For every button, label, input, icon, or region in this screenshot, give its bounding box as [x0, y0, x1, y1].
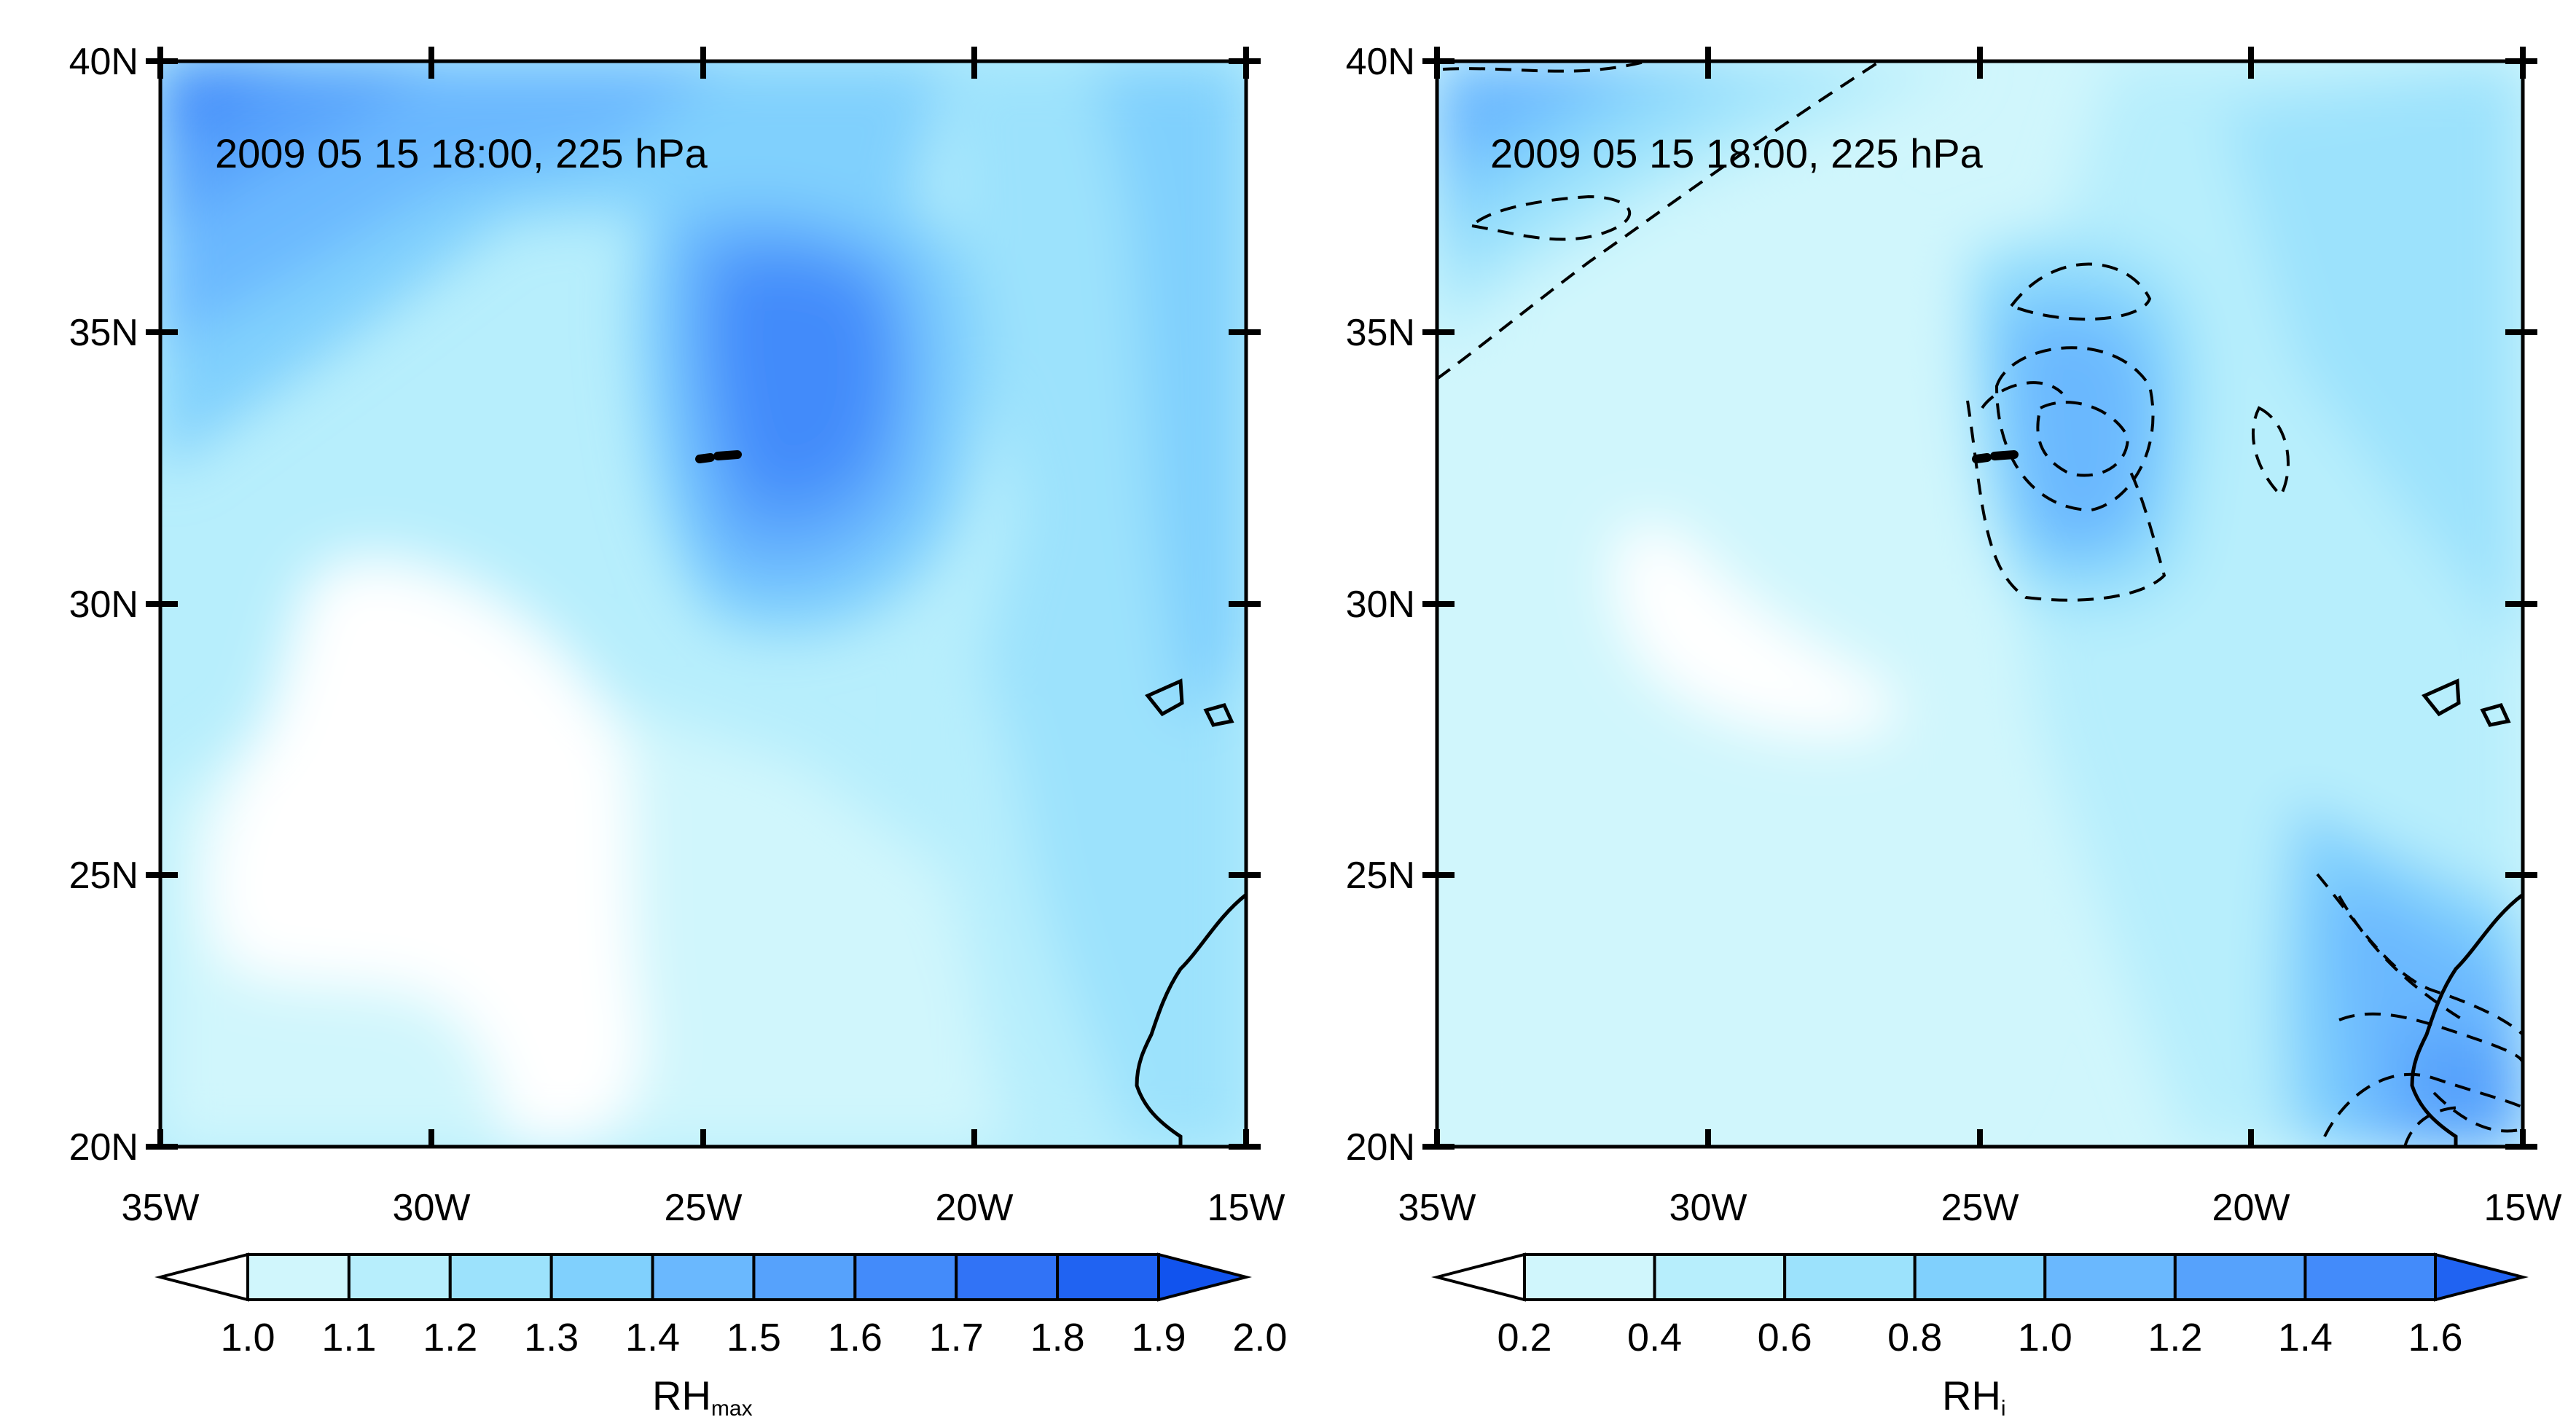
left-y-tick-label: 25N	[69, 855, 138, 897]
right-y-tick-label: 20N	[1346, 1126, 1415, 1169]
left-x-tick-label: 35W	[122, 1187, 200, 1229]
left-colorbar-low-triangle	[154, 1252, 249, 1302]
left-x-tick-label: 25W	[665, 1187, 743, 1229]
right-x-tick-label: 25W	[1941, 1187, 2019, 1229]
left-colorbar-box	[246, 1253, 351, 1301]
left-colorbar-box	[651, 1253, 756, 1301]
right-colorbar-label: 1.2	[2148, 1316, 2202, 1359]
left-colorbar: 1.0 1.1 1.2 1.3 1.4 1.5 1.6 1.7 1.8 1.9 2.0	[154, 1252, 1287, 1359]
left-colorbar-box	[1056, 1253, 1160, 1301]
left-colorbar-label: 1.0	[220, 1316, 275, 1359]
right-colorbar-box	[1523, 1253, 1656, 1301]
right-island-2	[2480, 703, 2511, 727]
left-coastline	[1135, 893, 1246, 1147]
left-x-tick-label: 20W	[936, 1187, 1014, 1229]
right-colorbar-label: 1.6	[2408, 1316, 2462, 1359]
left-y-tick-label: 20N	[69, 1126, 138, 1169]
right-colorbar-label: 1.4	[2278, 1316, 2333, 1359]
left-colorbar-title: RHmax	[652, 1373, 753, 1421]
right-x-tick-label: 35W	[1398, 1187, 1476, 1229]
left-colorbar-label: 1.4	[625, 1316, 680, 1359]
left-annotation: 2009 05 15 18:00, 225 hPa	[215, 130, 708, 176]
left-colorbar-label: 1.7	[929, 1316, 984, 1359]
left-colorbar-label: 1.1	[321, 1316, 376, 1359]
right-colorbar-high-triangle	[2434, 1252, 2529, 1302]
right-colorbar-box	[1783, 1253, 1917, 1301]
left-colorbar-label: 1.2	[423, 1316, 477, 1359]
left-y-tick-labels: 40N 35N 30N 25N 20N	[69, 41, 138, 1169]
left-colorbar-box	[752, 1253, 857, 1301]
right-colorbar-box	[2173, 1253, 2307, 1301]
right-y-tick-label: 30N	[1346, 584, 1415, 626]
right-dashed-contours	[1437, 61, 2523, 1147]
left-colorbar-label: 2.0	[1232, 1316, 1287, 1359]
right-annotation: 2009 05 15 18:00, 225 hPa	[1490, 130, 1984, 176]
left-island-2	[1203, 703, 1234, 727]
left-x-tick-labels: 35W 30W 25W 20W 15W	[122, 1187, 1285, 1229]
left-colorbar-label: 1.5	[727, 1316, 781, 1359]
right-colorbar-box	[2043, 1253, 2177, 1301]
right-colorbar-box	[1653, 1253, 1787, 1301]
left-colorbar-label: 1.6	[828, 1316, 882, 1359]
right-flight-track	[1972, 450, 2019, 463]
right-colorbar: 0.2 0.4 0.6 0.8 1.0 1.2 1.4 1.6	[1431, 1252, 2529, 1359]
right-map-panel: 2009 05 15 18:00, 225 hPa 40N 35N 30N 25…	[1346, 41, 2562, 1421]
left-colorbar-box	[549, 1253, 654, 1301]
right-contour-field	[1437, 61, 2523, 1147]
right-x-tick-label: 30W	[1669, 1187, 1747, 1229]
right-x-tick-label: 15W	[2484, 1187, 2562, 1229]
left-y-tick-label: 35N	[69, 312, 138, 354]
right-colorbar-label: 0.2	[1497, 1316, 1551, 1359]
left-island-1	[1145, 678, 1184, 717]
left-y-tick-label: 30N	[69, 584, 138, 626]
right-y-tick-labels: 40N 35N 30N 25N 20N	[1346, 41, 1415, 1169]
right-coastline	[2410, 893, 2523, 1147]
left-colorbar-box	[853, 1253, 958, 1301]
left-map-panel: 2009 05 15 18:00, 225 hPa 40N 35N 30N 25…	[69, 41, 1288, 1421]
left-ticks	[146, 47, 1261, 1150]
left-colorbar-box	[448, 1253, 553, 1301]
left-contour-field	[160, 61, 1246, 1147]
left-colorbar-label: 1.8	[1030, 1316, 1085, 1359]
right-colorbar-label: 0.6	[1758, 1316, 1812, 1359]
left-colorbar-label: 1.3	[524, 1316, 579, 1359]
left-colorbar-box	[347, 1253, 452, 1301]
right-colorbar-title: RHi	[1942, 1373, 2006, 1421]
left-flight-track	[695, 450, 742, 463]
right-colorbar-low-triangle	[1431, 1252, 1526, 1302]
right-island-1	[2422, 678, 2461, 717]
right-colorbar-box	[2303, 1253, 2437, 1301]
right-y-tick-label: 25N	[1346, 855, 1415, 897]
left-colorbar-label: 1.9	[1131, 1316, 1186, 1359]
right-x-tick-labels: 35W 30W 25W 20W 15W	[1398, 1187, 2562, 1229]
right-colorbar-box	[1913, 1253, 2047, 1301]
right-y-tick-label: 35N	[1346, 312, 1415, 354]
left-y-tick-label: 40N	[69, 41, 138, 83]
left-x-tick-label: 30W	[393, 1187, 471, 1229]
left-colorbar-high-triangle	[1157, 1252, 1252, 1302]
right-colorbar-label: 0.8	[1887, 1316, 1942, 1359]
right-colorbar-label: 1.0	[2018, 1316, 2072, 1359]
left-x-tick-label: 15W	[1207, 1187, 1285, 1229]
right-x-tick-label: 20W	[2212, 1187, 2290, 1229]
left-colorbar-box	[955, 1253, 1060, 1301]
right-ticks	[1422, 47, 2537, 1150]
right-colorbar-label: 0.4	[1627, 1316, 1682, 1359]
right-y-tick-label: 40N	[1346, 41, 1415, 83]
